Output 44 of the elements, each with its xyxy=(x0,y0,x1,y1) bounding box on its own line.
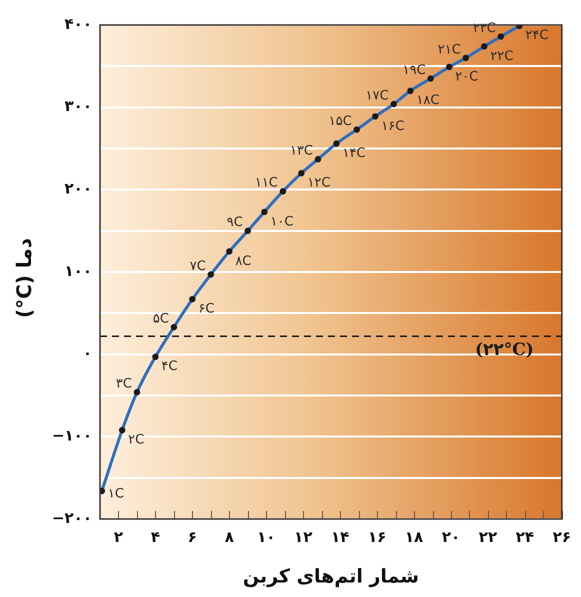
x-tick-label: ۲۰ xyxy=(442,528,460,546)
annotation: ۶C xyxy=(198,302,214,317)
annotation: ۲۱C xyxy=(438,42,461,58)
y-tick-label: ۳۰۰ xyxy=(64,97,92,116)
x-tick-label: ۲۶ xyxy=(552,528,571,546)
annotation: ۱۷C xyxy=(366,88,389,104)
annotation: ۱۶C xyxy=(381,118,404,134)
x-tick-label: ۱۸ xyxy=(404,528,424,546)
y-tick-label: −۱۰۰ xyxy=(52,426,92,445)
x-tick-label: ۲۲ xyxy=(478,528,498,546)
x-tick-label: ۲۴ xyxy=(516,528,534,546)
y-tick-label: −۲۰۰ xyxy=(52,508,92,527)
x-tick-label: ۱۶ xyxy=(368,528,386,546)
annotation: ۱۱C xyxy=(254,176,278,191)
y-tick-label: ۲۰۰ xyxy=(64,180,92,198)
annotation: ۴C xyxy=(161,359,178,374)
annotation: ۱۵C xyxy=(328,114,352,129)
annotation: ۵C xyxy=(152,312,169,327)
annotation: ۲۲C xyxy=(490,48,514,64)
y-tick-label: ۱۰۰ xyxy=(64,262,92,280)
annotation: ۲۴C xyxy=(525,28,548,44)
annotation: ۳C xyxy=(116,376,132,392)
annotation: ۱۹C xyxy=(402,62,426,78)
annotation: ۹C xyxy=(226,215,243,230)
x-tick-label: ۸ xyxy=(224,528,234,546)
x-tick-label: ۲ xyxy=(114,528,124,546)
annotation: ۷C xyxy=(190,258,206,274)
annotation: ۸C xyxy=(235,254,252,269)
annotation: ۲۰C xyxy=(455,69,478,84)
x-tick-label: ۱۲ xyxy=(294,528,312,546)
annotation: ۲C xyxy=(128,432,144,448)
x-tick-label: ۱۰ xyxy=(257,528,276,546)
x-tick-label: ۱۴ xyxy=(331,528,350,546)
x-tick-label: ۴ xyxy=(150,528,160,546)
y-tick-label: ۰ xyxy=(82,344,92,362)
x-tick-label: ۶ xyxy=(188,528,197,546)
annotation: ۱۴C xyxy=(342,146,366,161)
annotation: ۱C xyxy=(108,486,124,502)
y-tick-label: ۴۰۰ xyxy=(64,14,92,33)
annotation: ۱۸C xyxy=(416,93,440,108)
annotation: ۱۰C xyxy=(270,214,294,230)
x-axis-title: شمار اتم‌های کربن xyxy=(242,566,419,588)
annotation: ۱۳C xyxy=(290,144,313,159)
annotation: ۱۲C xyxy=(307,176,330,191)
